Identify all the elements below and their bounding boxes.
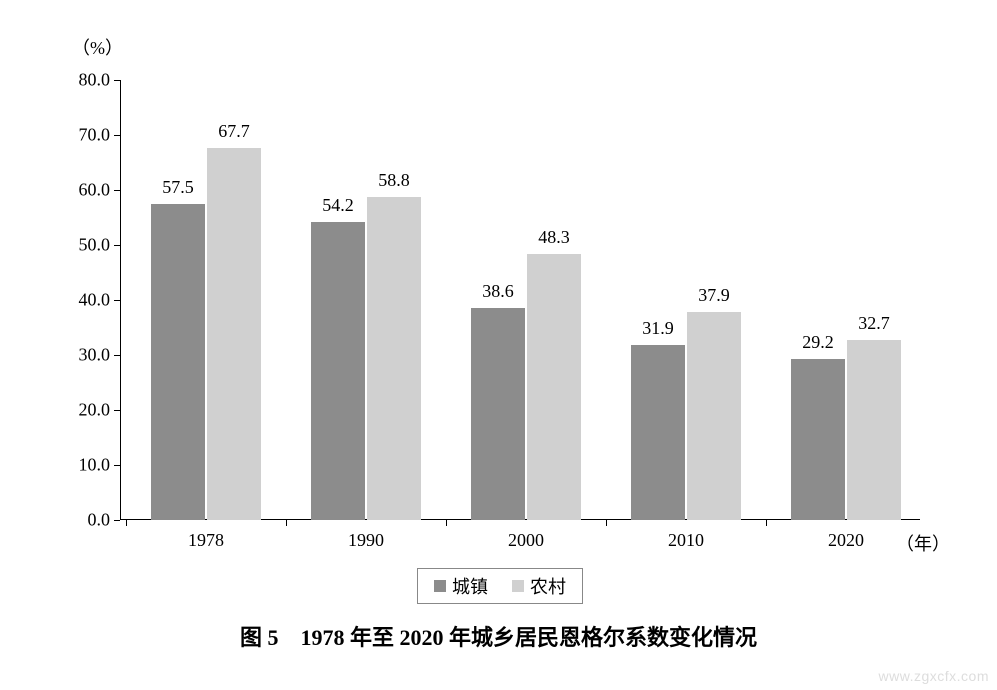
bar: 67.7	[207, 148, 261, 520]
y-tick-mark	[114, 80, 120, 81]
y-tick-mark	[114, 465, 120, 466]
y-tick-mark	[114, 520, 120, 521]
x-tick-mark	[606, 520, 607, 526]
y-tick-label: 20.0	[79, 400, 111, 421]
y-axis-unit: （%）	[72, 34, 123, 60]
y-tick-mark	[114, 190, 120, 191]
bar-value-label: 38.6	[482, 281, 514, 302]
y-tick-mark	[114, 355, 120, 356]
x-tick-label: 1978	[188, 530, 224, 551]
x-tick-label: 2020	[828, 530, 864, 551]
bar-value-label: 58.8	[378, 170, 410, 191]
x-tick-mark	[766, 520, 767, 526]
bar: 57.5	[151, 204, 205, 520]
legend-swatch-icon	[434, 580, 446, 592]
bar-value-label: 57.5	[162, 177, 194, 198]
chart-container: （%） 0.010.020.030.040.050.060.070.080.01…	[40, 20, 960, 580]
figure-caption: 图 5 1978 年至 2020 年城乡居民恩格尔系数变化情况	[0, 620, 997, 652]
bar: 54.2	[311, 222, 365, 520]
x-tick-mark	[446, 520, 447, 526]
x-tick-mark	[286, 520, 287, 526]
bar-value-label: 37.9	[698, 285, 730, 306]
y-tick-mark	[114, 245, 120, 246]
legend-label: 城镇	[452, 573, 488, 599]
legend-swatch-icon	[512, 580, 524, 592]
bar-value-label: 29.2	[802, 332, 834, 353]
legend-item-urban: 城镇	[434, 573, 488, 599]
y-tick-label: 30.0	[79, 345, 111, 366]
bar: 38.6	[471, 308, 525, 520]
y-tick-label: 50.0	[79, 235, 111, 256]
legend-item-rural: 农村	[512, 573, 566, 599]
legend: 城镇 农村	[417, 568, 583, 604]
y-tick-label: 0.0	[88, 510, 111, 531]
y-tick-mark	[114, 135, 120, 136]
bar: 58.8	[367, 197, 421, 520]
x-tick-mark	[126, 520, 127, 526]
x-tick-label: 1990	[348, 530, 384, 551]
bar: 29.2	[791, 359, 845, 520]
caption-prefix: 图 5	[240, 625, 279, 650]
watermark: www.zgxcfx.com	[879, 668, 989, 684]
plot-area: 0.010.020.030.040.050.060.070.080.019785…	[120, 80, 920, 520]
y-tick-label: 40.0	[79, 290, 111, 311]
bar: 31.9	[631, 345, 685, 520]
y-tick-label: 70.0	[79, 125, 111, 146]
y-axis	[120, 80, 121, 520]
bar-value-label: 54.2	[322, 195, 354, 216]
caption-text: 1978 年至 2020 年城乡居民恩格尔系数变化情况	[301, 625, 758, 650]
bar-value-label: 32.7	[858, 313, 890, 334]
y-tick-label: 80.0	[79, 70, 111, 91]
y-tick-label: 60.0	[79, 180, 111, 201]
legend-label: 农村	[530, 573, 566, 599]
x-tick-label: 2010	[668, 530, 704, 551]
y-tick-label: 10.0	[79, 455, 111, 476]
bar: 37.9	[687, 312, 741, 520]
bar: 32.7	[847, 340, 901, 520]
bar-value-label: 31.9	[642, 318, 674, 339]
y-tick-mark	[114, 300, 120, 301]
x-axis-unit: （年）	[896, 530, 950, 556]
bar: 48.3	[527, 254, 581, 520]
y-tick-mark	[114, 410, 120, 411]
x-tick-label: 2000	[508, 530, 544, 551]
bar-value-label: 67.7	[218, 121, 250, 142]
bar-value-label: 48.3	[538, 227, 570, 248]
